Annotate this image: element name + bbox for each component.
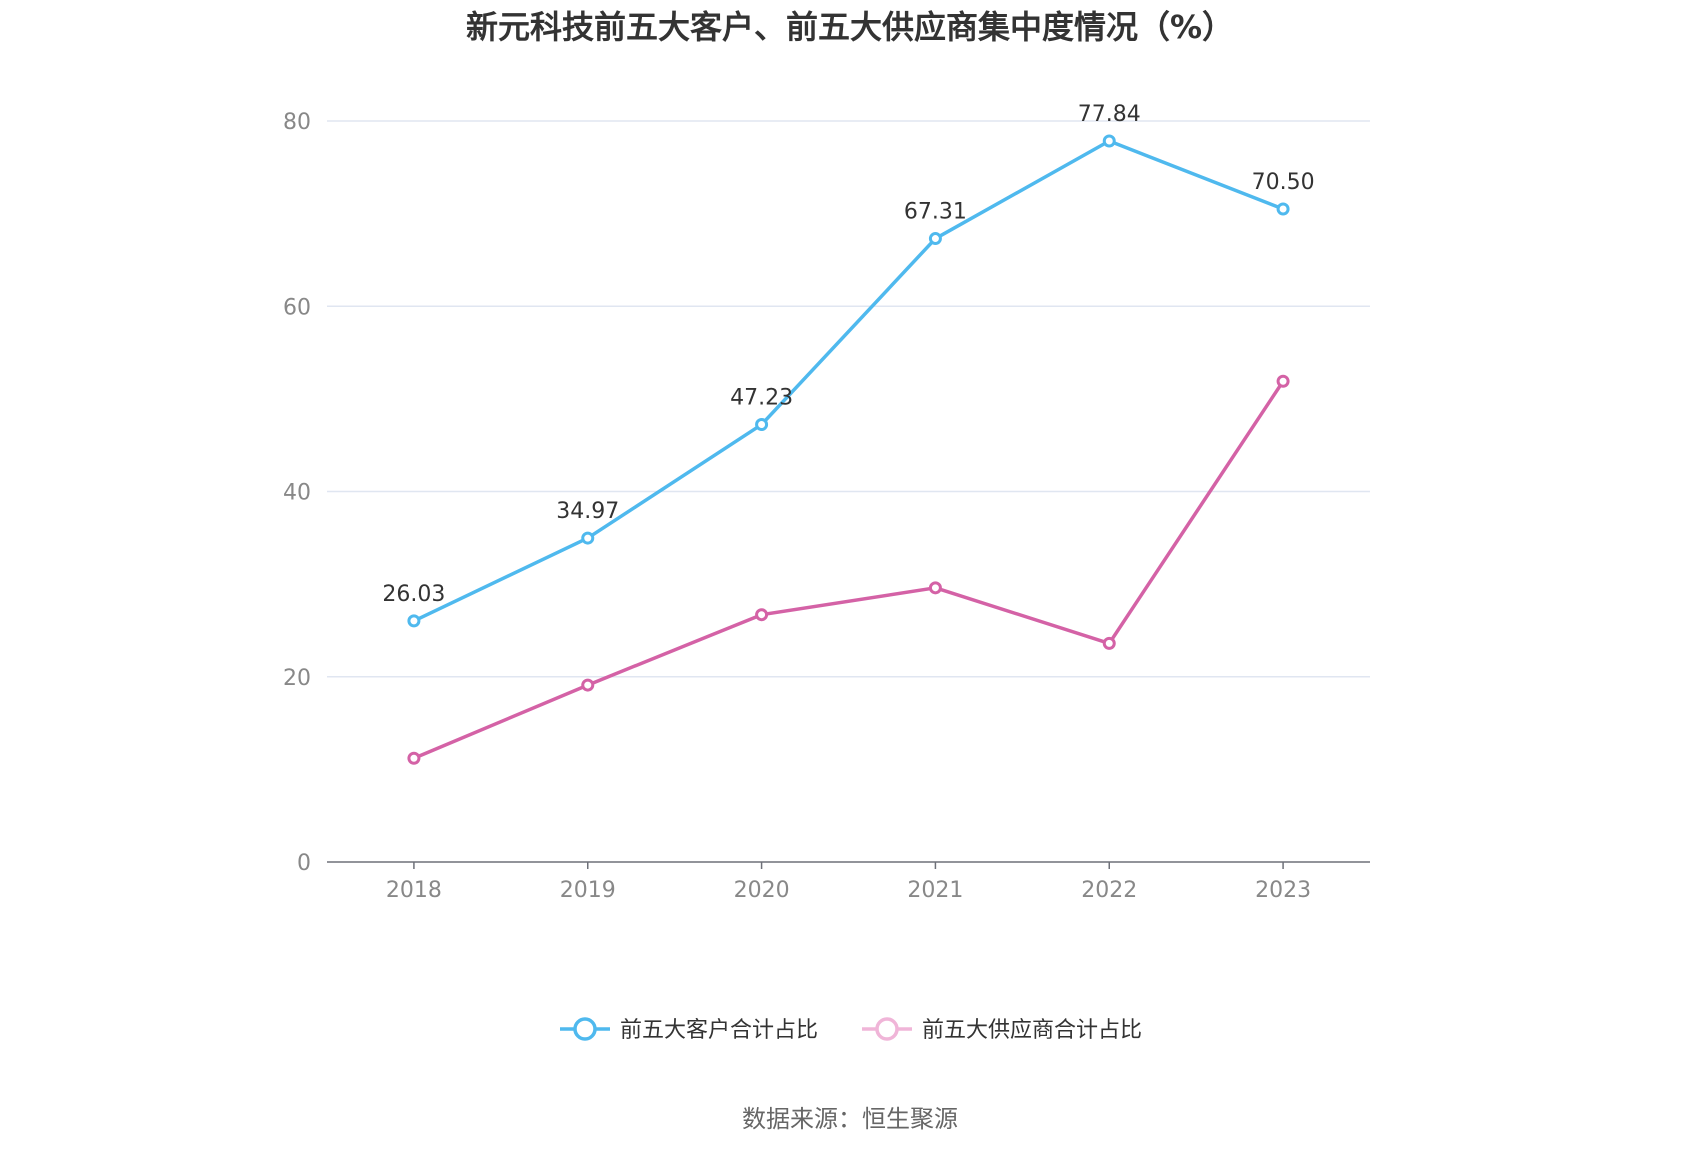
- x-tick-label: 2022: [1081, 878, 1137, 903]
- data-point[interactable]: [581, 678, 595, 692]
- series-line: [413, 139, 1284, 623]
- data-label: 34.97: [556, 499, 619, 524]
- data-source: 数据来源：恒生聚源: [742, 1105, 958, 1133]
- legend-marker-icon: [573, 1017, 597, 1041]
- legend-label: 前五大客户合计占比: [620, 1018, 818, 1043]
- series-1: 26.03 34.97 47.23 67.31 77.84 70.50: [382, 102, 1315, 628]
- data-label: 26.03: [382, 582, 445, 607]
- x-tick-label: 2021: [907, 878, 963, 903]
- data-point[interactable]: [1276, 202, 1290, 216]
- data-point[interactable]: [407, 614, 421, 628]
- y-tick-label: 20: [283, 666, 311, 691]
- data-point[interactable]: [581, 531, 595, 545]
- series-layer: 26.03 34.97 47.23 67.31 77.84 70.50: [382, 102, 1315, 765]
- series-2: [407, 374, 1290, 765]
- x-axis: 2018 2019 2020 2021 2022 2023: [327, 861, 1370, 903]
- data-point[interactable]: [1102, 636, 1116, 650]
- data-label: 67.31: [904, 200, 967, 225]
- legend-item-2[interactable]: 前五大供应商合计占比: [862, 1017, 1142, 1043]
- data-point[interactable]: [928, 581, 942, 595]
- x-tick-label: 2023: [1255, 878, 1311, 903]
- data-point[interactable]: [928, 232, 942, 246]
- legend-label: 前五大供应商合计占比: [922, 1018, 1142, 1043]
- data-label: 70.50: [1252, 170, 1315, 195]
- grid-lines: [327, 120, 1370, 678]
- y-tick-label: 60: [283, 295, 311, 320]
- y-tick-label: 40: [283, 481, 311, 506]
- data-label: 77.84: [1078, 102, 1141, 127]
- legend[interactable]: 前五大客户合计占比 前五大供应商合计占比: [560, 1017, 1142, 1043]
- legend-item-1[interactable]: 前五大客户合计占比: [560, 1017, 818, 1043]
- data-point[interactable]: [1276, 374, 1290, 388]
- series-line: [413, 380, 1285, 760]
- data-point[interactable]: [1102, 134, 1116, 148]
- data-point[interactable]: [755, 608, 769, 622]
- data-point[interactable]: [755, 418, 769, 432]
- x-tick-label: 2019: [560, 878, 616, 903]
- y-tick-label: 80: [283, 110, 311, 135]
- chart-title: 新元科技前五大客户、前五大供应商集中度情况（%）: [466, 8, 1234, 46]
- x-tick-label: 2018: [386, 878, 442, 903]
- data-point[interactable]: [407, 751, 421, 765]
- data-label: 47.23: [730, 386, 793, 411]
- y-axis: 0 20 40 60 80: [283, 110, 311, 876]
- legend-marker-icon: [875, 1017, 899, 1041]
- y-tick-label: 0: [297, 851, 311, 876]
- x-tick-label: 2020: [734, 878, 790, 903]
